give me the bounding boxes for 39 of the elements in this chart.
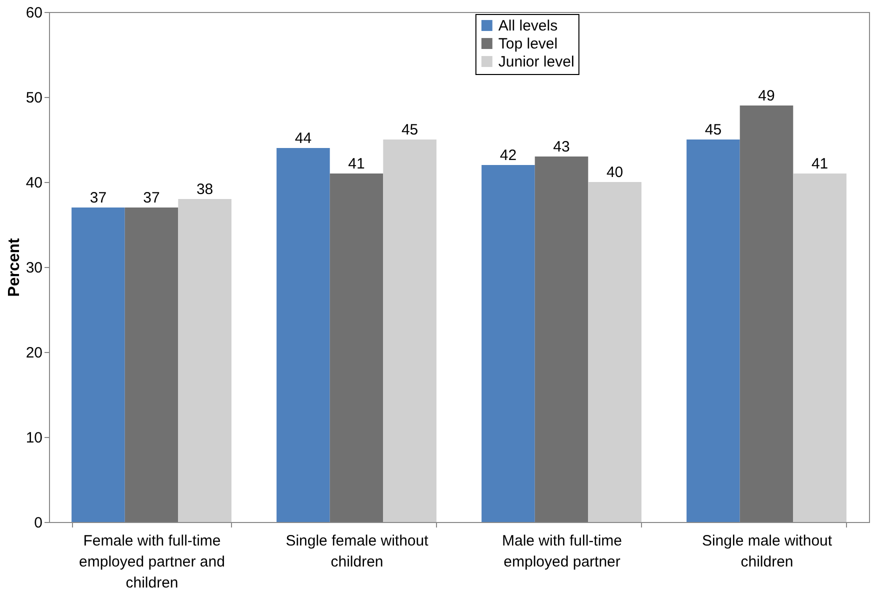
data-label: 37	[90, 190, 107, 206]
bar	[534, 156, 588, 522]
x-tick-label: Single female without children	[286, 532, 430, 570]
bar	[482, 165, 535, 522]
x-tick-label: Single male without children	[702, 532, 833, 570]
y-tick-label: 50	[26, 90, 42, 106]
bar	[124, 208, 178, 522]
legend-label: All levels	[498, 18, 558, 34]
legend-label: Top level	[498, 36, 558, 52]
data-label: 45	[704, 122, 722, 138]
y-tick-label: 20	[26, 344, 42, 362]
x-tick-label: Male with full-time employed partner	[502, 532, 622, 570]
y-tick-label: 0	[34, 514, 42, 532]
data-label: 45	[401, 122, 418, 138]
y-tick-label: 40	[26, 174, 42, 192]
data-label: 43	[553, 138, 570, 156]
data-label: 41	[348, 156, 365, 172]
y-tick-label: 10	[26, 430, 42, 446]
legend-label: Junior level	[498, 54, 574, 70]
data-label: 37	[143, 190, 160, 206]
y-axis-title: Percent	[6, 237, 23, 297]
y-tick-label: 30	[26, 260, 42, 276]
data-label: 38	[196, 181, 214, 198]
bar	[330, 174, 384, 522]
bar	[72, 208, 125, 522]
data-label: 41	[811, 156, 828, 172]
bar	[793, 174, 846, 522]
bar	[686, 140, 740, 522]
bar	[588, 182, 642, 522]
bar	[276, 148, 330, 522]
y-tick-label: 60	[26, 4, 42, 22]
x-tick-label: Female with full-time employed partner and children	[79, 532, 225, 592]
data-label: 49	[758, 88, 775, 104]
bar	[178, 199, 232, 522]
data-label: 44	[294, 130, 312, 147]
bar	[740, 106, 794, 522]
bar	[383, 140, 436, 522]
data-label: 42	[500, 147, 517, 164]
data-label: 40	[606, 164, 624, 181]
